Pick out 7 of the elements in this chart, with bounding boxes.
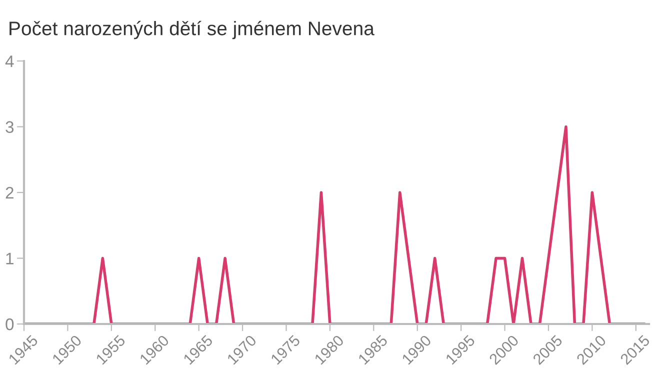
y-tick-label: 2 <box>6 186 14 199</box>
y-tick-label: 0 <box>6 318 14 330</box>
y-tick-label: 3 <box>6 121 14 133</box>
y-tick-label: 1 <box>6 252 14 264</box>
line-series <box>24 125 646 324</box>
chart-title: Počet narozených dětí se jménem Nevena <box>10 20 374 40</box>
y-tick-label: 4 <box>5 56 14 68</box>
